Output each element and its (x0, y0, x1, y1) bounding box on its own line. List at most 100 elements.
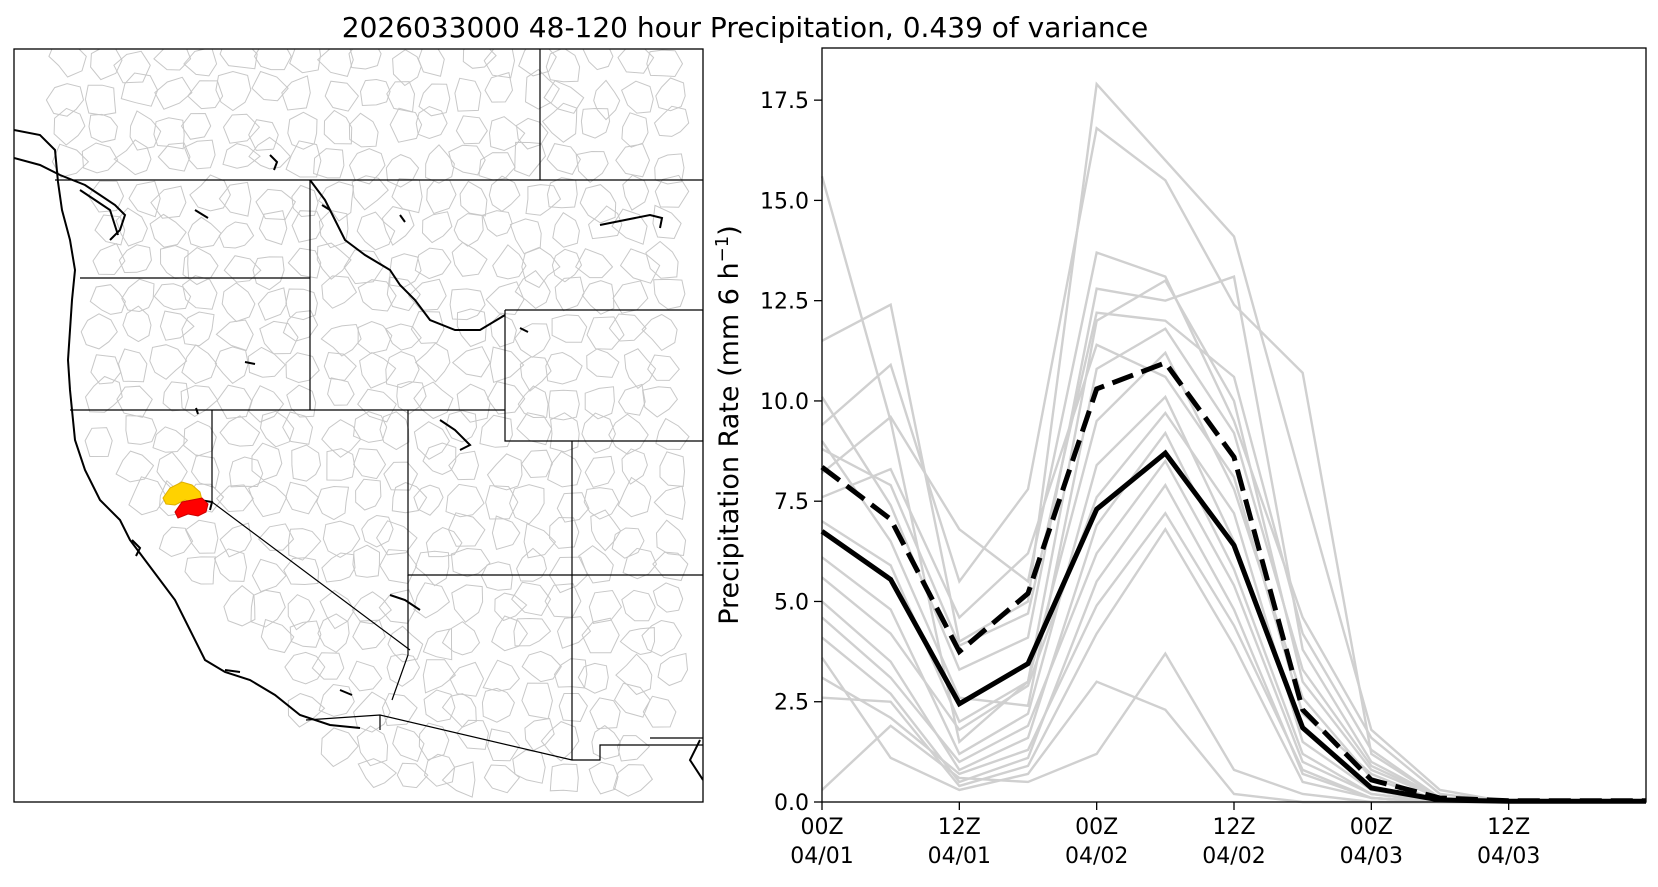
figure-title: 2026033000 48-120 hour Precipitation, 0.… (342, 11, 1148, 44)
basin-polygon (455, 115, 488, 145)
basin-polygon (441, 761, 476, 798)
basin-polygon (480, 561, 513, 591)
basin-polygon (484, 71, 514, 103)
coastline (14, 129, 703, 781)
basin-polygon (653, 105, 690, 137)
series-lines (820, 359, 1646, 804)
basin-polygon (90, 49, 123, 81)
x-tick-label-time: 00Z (1350, 815, 1393, 840)
basin-polygon (519, 356, 552, 392)
basin-polygon (415, 105, 448, 140)
basin-polygon (323, 109, 353, 145)
y-tick-label: 12.5 (760, 290, 809, 315)
basin-polygon (608, 413, 649, 455)
basin-polygon (113, 139, 152, 176)
basin-polygon (80, 313, 118, 350)
basin-polygon (353, 448, 387, 480)
basin-polygon (391, 481, 428, 514)
basin-polygon (213, 548, 248, 582)
basin-polygon (291, 444, 322, 482)
basin-polygon (413, 582, 451, 619)
basin-polygon (556, 616, 592, 649)
basin-polygon (482, 210, 513, 237)
basin-polygon (357, 388, 397, 423)
basin-polygon (414, 342, 451, 383)
basin-polygon (591, 724, 621, 760)
basin-polygon (584, 386, 615, 420)
basin-polygon (448, 450, 480, 481)
basin-polygon (379, 411, 410, 451)
basin-polygon (84, 375, 123, 413)
basin-polygon (524, 717, 555, 752)
basin-polygon (575, 248, 614, 279)
basin-polygon (248, 480, 288, 518)
basin-polygon (479, 414, 513, 448)
basin-polygon (260, 618, 295, 654)
basin-polygon (421, 211, 453, 244)
highlight-region-red (174, 497, 209, 519)
y-tick-label: 0.0 (774, 791, 809, 816)
basin-polygon (408, 278, 447, 311)
basin-polygon (352, 619, 386, 650)
basin-polygon (509, 484, 545, 525)
basin-polygon (281, 75, 311, 111)
basin-polygon (642, 386, 679, 418)
basin-polygon (357, 758, 398, 789)
basin-polygon (513, 617, 552, 647)
chart-panel: 0.0 2.5 5.0 7.5 10.0 12.5 15.0 17.5 00Z 04/01 12Z… (712, 47, 1647, 869)
basin-polygon (445, 410, 478, 443)
basin-polygon (485, 485, 519, 520)
basin-polygon (588, 589, 622, 624)
basin-polygon (618, 383, 646, 416)
basin-polygon (248, 119, 279, 151)
basin-polygon (392, 49, 422, 87)
basin-polygon (523, 523, 557, 559)
basin-polygon (478, 152, 516, 181)
basin-polygon (453, 213, 484, 247)
basin-polygon (653, 485, 686, 521)
basin-polygon (219, 49, 258, 70)
map-frame (13, 48, 704, 803)
basin-polygon (316, 485, 350, 521)
basin-polygon (84, 427, 113, 458)
basin-polygon (545, 49, 581, 83)
basin-polygon (449, 661, 485, 697)
basin-polygon (575, 150, 609, 184)
basin-polygon (396, 381, 427, 415)
y-tick-label: 7.5 (774, 490, 809, 515)
basin-polygon (417, 49, 445, 77)
x-tick-label-time: 12Z (938, 815, 981, 840)
basin-polygon (623, 348, 657, 389)
basin-polygon (580, 107, 611, 139)
basin-polygon (159, 310, 195, 341)
basin-polygon (418, 83, 451, 117)
basin-polygon (116, 385, 153, 418)
basin-polygon (516, 412, 553, 446)
basin-polygon (321, 552, 356, 583)
y-tick-label: 15.0 (760, 189, 809, 214)
basin-polygon (514, 141, 547, 177)
basin-polygon (482, 659, 521, 692)
basin-polygon (653, 278, 686, 310)
x-tick-label-date: 04/02 (1065, 844, 1128, 869)
basin-polygon (486, 381, 526, 415)
basin-polygon (317, 613, 350, 653)
basin-polygon (221, 282, 256, 323)
basin-polygon (157, 142, 191, 172)
basin-polygon (413, 421, 450, 460)
basin-polygon (652, 551, 689, 582)
basin-polygon (491, 515, 521, 551)
basin-polygon (387, 625, 424, 663)
basin-polygon (422, 628, 453, 661)
x-tick-label-time: 12Z (1487, 815, 1530, 840)
basin-polygon (581, 412, 616, 454)
basin-polygon (586, 348, 620, 378)
basin-polygon (352, 411, 388, 443)
basin-polygon (481, 687, 515, 723)
basin-polygon (582, 49, 614, 71)
basin-polygon (521, 650, 562, 683)
basin-polygon (216, 384, 253, 420)
basin-polygon (285, 140, 322, 178)
basin-polygon (608, 313, 647, 342)
basin-polygon (153, 117, 185, 150)
